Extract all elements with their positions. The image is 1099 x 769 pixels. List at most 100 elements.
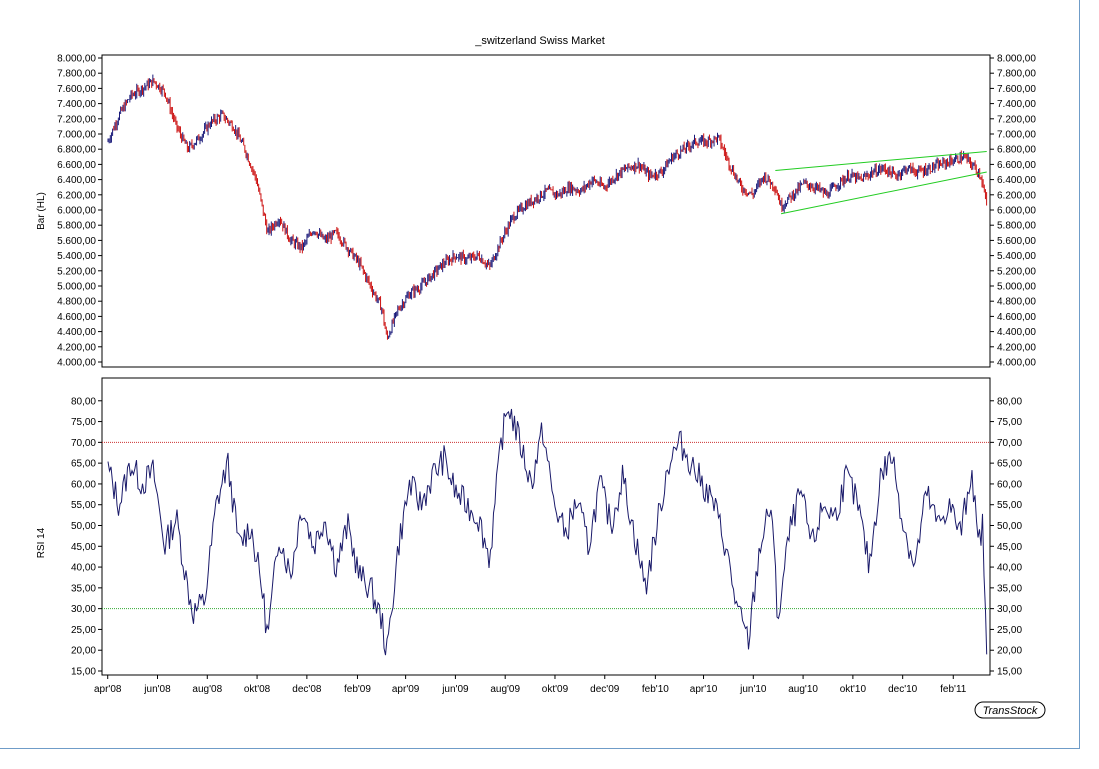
price-y-tick-label: 7.000,00 xyxy=(997,130,1036,141)
rsi-y-tick-label: 35,00 xyxy=(997,583,1022,594)
rsi-y-tick-label: 50,00 xyxy=(997,521,1022,532)
price-y-tick-label: 7.600,00 xyxy=(997,84,1036,95)
rsi-y-tick-label: 60,00 xyxy=(71,479,96,490)
price-y-tick-label: 6.400,00 xyxy=(57,175,96,186)
x-tick-label: apr'08 xyxy=(94,684,122,695)
chart-frame xyxy=(0,0,1080,749)
price-y-tick-label: 5.400,00 xyxy=(997,251,1036,262)
price-y-tick-label: 4.200,00 xyxy=(57,342,96,353)
price-y-tick-label: 5.600,00 xyxy=(997,236,1036,247)
x-tick-label: dec'10 xyxy=(888,684,918,695)
rsi-y-tick-label: 45,00 xyxy=(71,542,96,553)
rsi-y-tick-label: 55,00 xyxy=(997,500,1022,511)
rsi-y-tick-label: 50,00 xyxy=(71,521,96,532)
price-y-tick-label: 7.800,00 xyxy=(57,69,96,80)
x-tick-label: aug'10 xyxy=(788,684,818,695)
price-y-tick-label: 6.400,00 xyxy=(997,175,1036,186)
price-y-tick-label: 7.000,00 xyxy=(57,130,96,141)
rsi-y-tick-label: 30,00 xyxy=(71,604,96,615)
price-y-tick-label: 8.000,00 xyxy=(997,54,1036,65)
transstock-badge[interactable] xyxy=(974,701,1046,719)
price-y-tick-label: 5.000,00 xyxy=(997,282,1036,293)
x-tick-label: apr'10 xyxy=(690,684,718,695)
rsi-y-tick-label: 80,00 xyxy=(71,396,96,407)
x-tick-label: dec'09 xyxy=(590,684,620,695)
price-y-tick-label: 5.800,00 xyxy=(57,221,96,232)
price-y-tick-label: 5.200,00 xyxy=(57,266,96,277)
price-y-tick-label: 4.200,00 xyxy=(997,342,1036,353)
x-tick-label: jun'08 xyxy=(143,684,171,695)
rsi-y-tick-label: 80,00 xyxy=(997,396,1022,407)
price-y-tick-label: 6.800,00 xyxy=(57,145,96,156)
price-y-tick-label: 4.400,00 xyxy=(57,327,96,338)
price-y-tick-label: 6.600,00 xyxy=(997,160,1036,171)
rsi-y-tick-label: 45,00 xyxy=(997,542,1022,553)
rsi-y-tick-label: 65,00 xyxy=(997,459,1022,470)
rsi-y-tick-label: 60,00 xyxy=(997,479,1022,490)
chart-title: _switzerland Swiss Market xyxy=(474,35,605,47)
rsi-panel xyxy=(101,377,991,676)
rsi-y-tick-label: 20,00 xyxy=(71,646,96,657)
x-tick-label: aug'09 xyxy=(490,684,520,695)
x-tick-label: okt'09 xyxy=(542,684,569,695)
price-y-tick-label: 4.800,00 xyxy=(997,297,1036,308)
rsi-y-tick-label: 25,00 xyxy=(997,625,1022,636)
price-y-label: Bar (HL) xyxy=(36,192,47,230)
price-y-tick-label: 4.400,00 xyxy=(997,327,1036,338)
rsi-y-tick-label: 70,00 xyxy=(997,438,1022,449)
x-tick-label: jun'09 xyxy=(441,684,469,695)
trendline xyxy=(780,171,987,215)
price-y-tick-label: 5.000,00 xyxy=(57,282,96,293)
price-panel xyxy=(101,54,991,368)
price-y-tick-label: 7.200,00 xyxy=(997,114,1036,125)
price-y-tick-label: 6.600,00 xyxy=(57,160,96,171)
price-y-tick-label: 5.200,00 xyxy=(997,266,1036,277)
rsi-y-tick-label: 40,00 xyxy=(71,563,96,574)
rsi-y-tick-label: 40,00 xyxy=(997,563,1022,574)
price-y-tick-label: 5.600,00 xyxy=(57,236,96,247)
price-y-tick-label: 6.200,00 xyxy=(997,190,1036,201)
rsi-y-tick-label: 65,00 xyxy=(71,459,96,470)
price-y-tick-label: 5.800,00 xyxy=(997,221,1036,232)
rsi-y-tick-label: 20,00 xyxy=(997,646,1022,657)
trendline xyxy=(775,150,987,171)
rsi-y-tick-label: 75,00 xyxy=(997,417,1022,428)
price-y-tick-label: 7.400,00 xyxy=(997,99,1036,110)
price-y-tick-label: 7.600,00 xyxy=(57,84,96,95)
price-y-tick-label: 7.200,00 xyxy=(57,114,96,125)
price-y-tick-label: 4.600,00 xyxy=(997,312,1036,323)
rsi-y-tick-label: 35,00 xyxy=(71,583,96,594)
rsi-line xyxy=(107,408,988,656)
price-y-tick-label: 6.000,00 xyxy=(57,206,96,217)
transstock-badge-label: TransStock xyxy=(983,705,1038,717)
rsi-y-tick-label: 70,00 xyxy=(71,438,96,449)
price-y-tick-label: 4.800,00 xyxy=(57,297,96,308)
x-tick-label: dec'08 xyxy=(292,684,322,695)
x-tick-label: feb'09 xyxy=(344,684,371,695)
price-y-tick-label: 6.200,00 xyxy=(57,190,96,201)
price-y-tick-label: 6.000,00 xyxy=(997,206,1036,217)
price-y-tick-label: 4.600,00 xyxy=(57,312,96,323)
x-tick-label: okt'08 xyxy=(244,684,271,695)
rsi-y-tick-label: 55,00 xyxy=(71,500,96,511)
rsi-y-tick-label: 30,00 xyxy=(997,604,1022,615)
x-tick-label: feb'10 xyxy=(642,684,669,695)
x-tick-label: jun'10 xyxy=(739,684,767,695)
x-tick-label: aug'08 xyxy=(192,684,222,695)
price-y-tick-label: 7.400,00 xyxy=(57,99,96,110)
price-y-tick-label: 7.800,00 xyxy=(997,69,1036,80)
price-y-tick-label: 5.400,00 xyxy=(57,251,96,262)
x-tick-label: okt'10 xyxy=(840,684,867,695)
rsi-y-tick-label: 25,00 xyxy=(71,625,96,636)
rsi-y-tick-label: 15,00 xyxy=(71,667,96,678)
rsi-y-tick-label: 75,00 xyxy=(71,417,96,428)
rsi-y-tick-label: 15,00 xyxy=(997,667,1022,678)
price-y-tick-label: 6.800,00 xyxy=(997,145,1036,156)
price-y-tick-label: 4.000,00 xyxy=(997,358,1036,369)
price-y-tick-label: 4.000,00 xyxy=(57,358,96,369)
rsi-y-label: RSI 14 xyxy=(36,527,47,558)
price-y-tick-label: 8.000,00 xyxy=(57,54,96,65)
x-tick-label: apr'09 xyxy=(392,684,420,695)
x-tick-label: feb'11 xyxy=(940,684,967,695)
